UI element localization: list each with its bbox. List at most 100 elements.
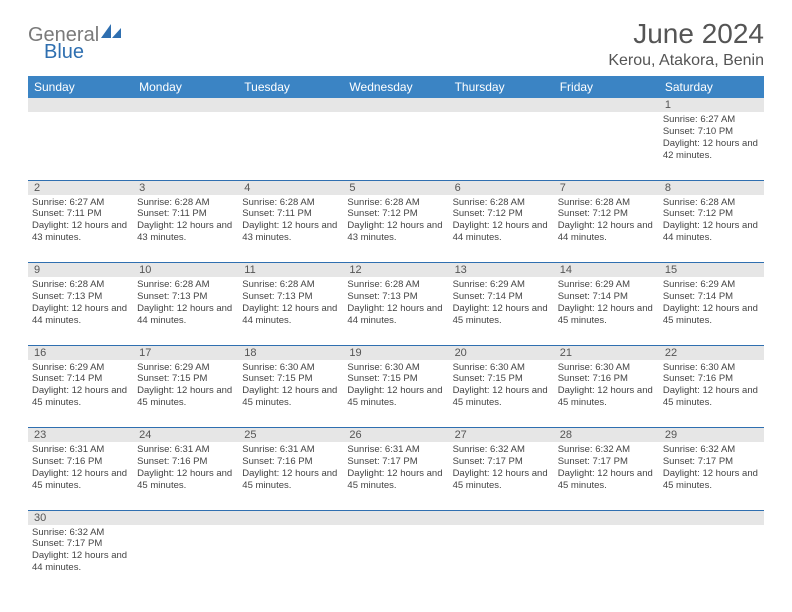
daynum-row: 1 — [28, 98, 764, 112]
day-number: 19 — [343, 345, 448, 360]
day-details: Sunrise: 6:28 AM Sunset: 7:13 PM Dayligh… — [32, 279, 129, 327]
day-cell: Sunrise: 6:30 AM Sunset: 7:15 PM Dayligh… — [238, 360, 343, 428]
day-details: Sunrise: 6:32 AM Sunset: 7:17 PM Dayligh… — [663, 444, 760, 492]
day-number — [554, 98, 659, 112]
day-number — [133, 510, 238, 525]
day-details: Sunrise: 6:28 AM Sunset: 7:11 PM Dayligh… — [242, 197, 339, 245]
calendar-table: Sunday Monday Tuesday Wednesday Thursday… — [28, 76, 764, 593]
day-details: Sunrise: 6:28 AM Sunset: 7:13 PM Dayligh… — [137, 279, 234, 327]
day-details: Sunrise: 6:31 AM Sunset: 7:16 PM Dayligh… — [32, 444, 129, 492]
day-number: 7 — [554, 180, 659, 195]
day-details: Sunrise: 6:28 AM Sunset: 7:13 PM Dayligh… — [347, 279, 444, 327]
day-details: Sunrise: 6:29 AM Sunset: 7:14 PM Dayligh… — [558, 279, 655, 327]
day-details: Sunrise: 6:28 AM Sunset: 7:11 PM Dayligh… — [137, 197, 234, 245]
weekday-header-row: Sunday Monday Tuesday Wednesday Thursday… — [28, 76, 764, 98]
day-cell: Sunrise: 6:32 AM Sunset: 7:17 PM Dayligh… — [28, 525, 133, 593]
day-details: Sunrise: 6:32 AM Sunset: 7:17 PM Dayligh… — [558, 444, 655, 492]
day-cell: Sunrise: 6:31 AM Sunset: 7:17 PM Dayligh… — [343, 442, 448, 510]
weekday-header: Thursday — [449, 76, 554, 98]
day-number: 21 — [554, 345, 659, 360]
location: Kerou, Atakora, Benin — [608, 52, 764, 70]
day-cell: Sunrise: 6:30 AM Sunset: 7:16 PM Dayligh… — [554, 360, 659, 428]
day-details: Sunrise: 6:29 AM Sunset: 7:14 PM Dayligh… — [453, 279, 550, 327]
week-row: Sunrise: 6:31 AM Sunset: 7:16 PM Dayligh… — [28, 442, 764, 510]
day-cell — [238, 525, 343, 593]
day-number: 4 — [238, 180, 343, 195]
month-title: June 2024 — [608, 18, 764, 50]
day-number — [133, 98, 238, 112]
day-details: Sunrise: 6:31 AM Sunset: 7:16 PM Dayligh… — [137, 444, 234, 492]
day-number — [238, 98, 343, 112]
day-number: 25 — [238, 428, 343, 443]
day-cell — [343, 112, 448, 180]
weekday-header: Monday — [133, 76, 238, 98]
day-number: 5 — [343, 180, 448, 195]
day-number — [28, 98, 133, 112]
day-cell — [28, 112, 133, 180]
week-row: Sunrise: 6:27 AM Sunset: 7:11 PM Dayligh… — [28, 195, 764, 263]
day-number: 27 — [449, 428, 554, 443]
day-details: Sunrise: 6:31 AM Sunset: 7:16 PM Dayligh… — [242, 444, 339, 492]
day-number: 24 — [133, 428, 238, 443]
day-number: 1 — [659, 98, 764, 112]
day-number: 22 — [659, 345, 764, 360]
day-number — [449, 510, 554, 525]
day-number: 17 — [133, 345, 238, 360]
week-row: Sunrise: 6:27 AM Sunset: 7:10 PM Dayligh… — [28, 112, 764, 180]
day-number: 23 — [28, 428, 133, 443]
day-cell: Sunrise: 6:30 AM Sunset: 7:15 PM Dayligh… — [343, 360, 448, 428]
day-details: Sunrise: 6:30 AM Sunset: 7:15 PM Dayligh… — [347, 362, 444, 410]
daynum-row: 23242526272829 — [28, 428, 764, 443]
day-cell — [659, 525, 764, 593]
day-cell: Sunrise: 6:29 AM Sunset: 7:14 PM Dayligh… — [449, 277, 554, 345]
day-details: Sunrise: 6:32 AM Sunset: 7:17 PM Dayligh… — [32, 527, 129, 575]
day-details: Sunrise: 6:28 AM Sunset: 7:12 PM Dayligh… — [347, 197, 444, 245]
day-details: Sunrise: 6:27 AM Sunset: 7:11 PM Dayligh… — [32, 197, 129, 245]
day-cell: Sunrise: 6:28 AM Sunset: 7:12 PM Dayligh… — [343, 195, 448, 263]
day-details: Sunrise: 6:29 AM Sunset: 7:14 PM Dayligh… — [663, 279, 760, 327]
day-cell: Sunrise: 6:32 AM Sunset: 7:17 PM Dayligh… — [449, 442, 554, 510]
day-cell: Sunrise: 6:27 AM Sunset: 7:10 PM Dayligh… — [659, 112, 764, 180]
day-cell: Sunrise: 6:31 AM Sunset: 7:16 PM Dayligh… — [133, 442, 238, 510]
logo-sail-icon — [101, 24, 123, 45]
logo-text-blue-wrap: Blue — [44, 41, 84, 64]
day-cell: Sunrise: 6:31 AM Sunset: 7:16 PM Dayligh… — [28, 442, 133, 510]
week-row: Sunrise: 6:28 AM Sunset: 7:13 PM Dayligh… — [28, 277, 764, 345]
daynum-row: 16171819202122 — [28, 345, 764, 360]
day-number — [554, 510, 659, 525]
logo-text-blue: Blue — [44, 41, 84, 63]
day-cell: Sunrise: 6:28 AM Sunset: 7:11 PM Dayligh… — [133, 195, 238, 263]
weekday-header: Saturday — [659, 76, 764, 98]
day-cell: Sunrise: 6:29 AM Sunset: 7:14 PM Dayligh… — [554, 277, 659, 345]
day-number — [659, 510, 764, 525]
day-number: 9 — [28, 263, 133, 278]
day-cell — [554, 525, 659, 593]
day-number — [343, 510, 448, 525]
day-number — [343, 98, 448, 112]
day-cell: Sunrise: 6:28 AM Sunset: 7:12 PM Dayligh… — [449, 195, 554, 263]
day-details: Sunrise: 6:28 AM Sunset: 7:12 PM Dayligh… — [663, 197, 760, 245]
week-row: Sunrise: 6:32 AM Sunset: 7:17 PM Dayligh… — [28, 525, 764, 593]
day-cell: Sunrise: 6:28 AM Sunset: 7:11 PM Dayligh… — [238, 195, 343, 263]
day-number — [449, 98, 554, 112]
day-cell: Sunrise: 6:28 AM Sunset: 7:13 PM Dayligh… — [238, 277, 343, 345]
day-number: 2 — [28, 180, 133, 195]
day-number: 12 — [343, 263, 448, 278]
day-details: Sunrise: 6:27 AM Sunset: 7:10 PM Dayligh… — [663, 114, 760, 162]
day-details: Sunrise: 6:28 AM Sunset: 7:12 PM Dayligh… — [558, 197, 655, 245]
day-number: 11 — [238, 263, 343, 278]
day-cell: Sunrise: 6:29 AM Sunset: 7:15 PM Dayligh… — [133, 360, 238, 428]
day-details: Sunrise: 6:28 AM Sunset: 7:13 PM Dayligh… — [242, 279, 339, 327]
day-number: 18 — [238, 345, 343, 360]
day-details: Sunrise: 6:31 AM Sunset: 7:17 PM Dayligh… — [347, 444, 444, 492]
day-cell: Sunrise: 6:30 AM Sunset: 7:15 PM Dayligh… — [449, 360, 554, 428]
day-cell: Sunrise: 6:28 AM Sunset: 7:12 PM Dayligh… — [659, 195, 764, 263]
day-details: Sunrise: 6:30 AM Sunset: 7:15 PM Dayligh… — [242, 362, 339, 410]
daynum-row: 30 — [28, 510, 764, 525]
title-block: June 2024 Kerou, Atakora, Benin — [608, 18, 764, 70]
day-cell: Sunrise: 6:29 AM Sunset: 7:14 PM Dayligh… — [659, 277, 764, 345]
day-details: Sunrise: 6:29 AM Sunset: 7:14 PM Dayligh… — [32, 362, 129, 410]
day-details: Sunrise: 6:29 AM Sunset: 7:15 PM Dayligh… — [137, 362, 234, 410]
header: General June 2024 Kerou, Atakora, Benin — [28, 18, 764, 70]
day-cell: Sunrise: 6:30 AM Sunset: 7:16 PM Dayligh… — [659, 360, 764, 428]
